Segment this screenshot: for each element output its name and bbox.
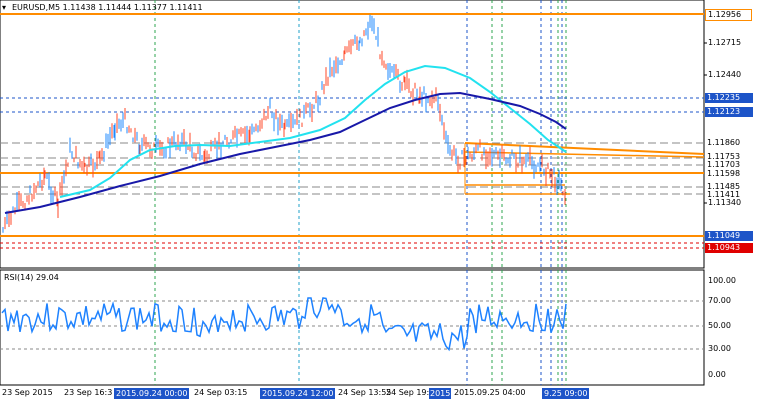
time-badge[interactable]: 2015	[429, 388, 452, 399]
rsi-tick: 0.00	[708, 370, 726, 379]
rsi-level-label: 50.00	[708, 321, 731, 330]
rsi-line	[1, 297, 567, 352]
slow-moving-average	[4, 91, 567, 214]
rsi-window-border	[0, 269, 705, 386]
level-badge[interactable]: 1.11860	[707, 138, 741, 147]
level-badge[interactable]: 1.10943	[705, 243, 753, 253]
time-label: 24 Sep 03:15	[194, 388, 248, 397]
level-badge[interactable]: 1.12123	[705, 107, 753, 117]
time-label: 2015.09.25 04:00	[454, 388, 526, 397]
time-label: 24 Sep 19:	[386, 388, 430, 397]
time-label: 23 Sep 16:3	[64, 388, 113, 397]
level-badge[interactable]: 1.12956	[705, 9, 752, 21]
rsi-tick: 100.00	[708, 276, 736, 285]
level-badge[interactable]: 1.11598	[707, 169, 741, 178]
fast-moving-average	[59, 64, 567, 198]
time-badge[interactable]: 9.25 09:00	[542, 388, 590, 399]
time-badge[interactable]: 2015.09.24 12:00	[260, 388, 336, 399]
main-window-border	[0, 0, 705, 269]
price-tick: 1.11340	[708, 198, 742, 207]
time-label: 24 Sep 13:55	[338, 388, 392, 397]
level-badge[interactable]: 1.12235	[705, 93, 753, 103]
current-price-badge[interactable]: 1.11411	[707, 190, 741, 199]
rsi-level-label: 30.00	[708, 344, 731, 353]
chart-title-icon: ▾	[2, 3, 7, 12]
time-label: 23 Sep 2015	[2, 388, 53, 397]
level-badge[interactable]: 1.11049	[705, 231, 753, 241]
rsi-title: RSI(14) 29.04	[4, 273, 59, 282]
level-badge[interactable]: 1.11485	[707, 182, 741, 191]
level-badge[interactable]: 1.11753	[707, 152, 741, 161]
rsi-level-label: 70.00	[708, 296, 731, 305]
time-badge[interactable]: 2015.09.24 00:00	[114, 388, 190, 399]
price-axis-ticks	[704, 42, 707, 204]
price-tick: 1.12715	[708, 38, 742, 47]
vertical-event-lines	[154, 0, 567, 385]
price-levels	[0, 13, 705, 249]
price-tick: 1.12440	[708, 70, 742, 79]
chart-title: EURUSD,M5 1.11438 1.11444 1.11377 1.1141…	[12, 3, 203, 12]
level-badge[interactable]: 1.11703	[707, 160, 741, 169]
